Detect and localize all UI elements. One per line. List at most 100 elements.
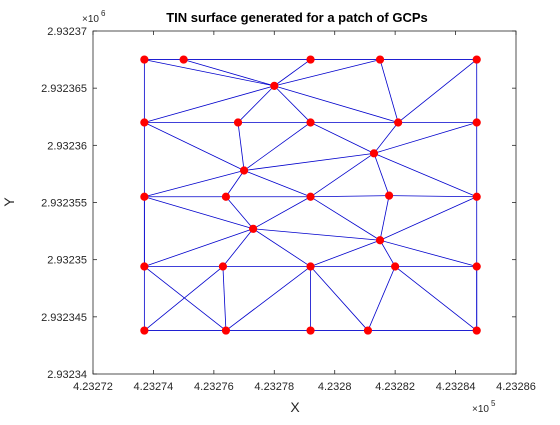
gcp-point — [472, 262, 481, 271]
tin-edge — [144, 196, 254, 230]
y-tick-label: 2.93236 — [47, 140, 87, 152]
x-tick-label: 4.23274 — [134, 381, 174, 393]
tin-edge — [274, 59, 311, 87]
y-tick-label: 2.93237 — [47, 26, 87, 38]
tin-edge — [310, 195, 390, 198]
y-axis-label: Y — [1, 197, 17, 207]
tin-edge — [274, 59, 381, 87]
tin-edge — [310, 196, 381, 241]
x-axis-label: X — [290, 399, 300, 415]
gcp-point — [375, 55, 385, 64]
tin-edge — [389, 195, 477, 198]
gcp-point — [375, 236, 385, 245]
tin-edge — [252, 228, 311, 267]
tin-edges — [143, 59, 478, 331]
y-tick-label: 2.932345 — [41, 312, 87, 324]
tin-edge — [394, 266, 477, 331]
gcp-point — [221, 192, 231, 201]
tin-edge — [310, 153, 375, 198]
tin-edge — [379, 196, 477, 241]
y-axis-ticks: 2.93234 2.932345 2.93235 2.932355 2.93236 2.9… — [41, 26, 516, 381]
tin-edge — [253, 228, 381, 241]
chart-title: TIN surface generated for a patch of GCP… — [166, 10, 428, 25]
gcp-point — [369, 149, 379, 158]
gcp-point — [472, 55, 481, 64]
gcp-point — [249, 224, 258, 233]
gcp-point — [218, 262, 228, 271]
gcp-point — [306, 192, 315, 201]
x-tick-label: 4.2328 — [318, 381, 352, 393]
tin-edge — [222, 228, 254, 267]
tin-edge — [310, 266, 369, 331]
gcp-point — [472, 326, 481, 335]
tin-edge — [237, 122, 245, 171]
gcp-point — [363, 326, 373, 335]
gcp-point — [385, 191, 394, 200]
tin-edge — [397, 59, 477, 123]
tin-edge — [144, 170, 245, 198]
gcp-point — [239, 166, 249, 175]
tin-edge — [310, 239, 381, 267]
gcp-point — [270, 81, 279, 90]
tin-edge — [373, 152, 477, 198]
x-tick-label: 4.23286 — [496, 381, 536, 393]
tin-edge — [144, 266, 224, 331]
tin-edge — [244, 152, 375, 171]
x-exponent-base: ×10 — [472, 404, 489, 415]
x-tick-label: 4.23278 — [254, 381, 294, 393]
gcp-point — [472, 118, 481, 127]
gcp-point — [306, 118, 315, 127]
tin-edge — [274, 85, 399, 123]
tin-edge — [379, 195, 390, 241]
tin-edge — [379, 59, 399, 123]
x-tick-label: 4.23282 — [375, 381, 415, 393]
y-exponent-label: ×10 6 — [82, 9, 106, 25]
tin-edge — [367, 266, 396, 331]
tin-edge — [379, 240, 396, 267]
gcp-point — [391, 262, 400, 271]
tin-edge — [225, 170, 245, 198]
gcp-point — [179, 55, 188, 64]
gcp-point — [306, 262, 315, 271]
tin-edge — [222, 266, 227, 331]
gcp-point — [472, 192, 481, 201]
x-tick-label: 4.23272 — [73, 381, 113, 393]
y-tick-label: 2.932365 — [41, 83, 87, 95]
tin-edge — [373, 153, 390, 196]
tin-edge — [183, 59, 275, 87]
tin-edge — [144, 85, 275, 123]
tin-edge — [144, 59, 275, 87]
y-tick-label: 2.93235 — [47, 255, 87, 267]
tin-edge — [144, 228, 254, 267]
x-exponent-label: ×10 5 — [472, 399, 496, 415]
tin-edge — [243, 122, 311, 171]
x-axis-ticks: 4.23272 4.23274 4.23276 4.23278 4.2328 4.2328… — [73, 31, 536, 393]
tin-edge — [243, 170, 311, 198]
gcp-point — [306, 55, 315, 64]
gcp-point — [140, 55, 149, 64]
gcp-point — [140, 118, 149, 127]
tin-edge — [252, 196, 311, 230]
gcp-point — [233, 118, 243, 127]
tin-edge — [379, 239, 477, 267]
tin-edge — [144, 266, 227, 331]
gcp-point — [140, 262, 149, 271]
tin-edge — [237, 85, 275, 123]
tin-edge — [225, 266, 311, 331]
plot-area — [93, 31, 516, 374]
gcp-point — [221, 326, 231, 335]
x-tick-label: 4.23276 — [194, 381, 234, 393]
tin-edge — [373, 122, 477, 154]
y-exponent-base: ×10 — [82, 14, 99, 25]
y-tick-label: 2.93234 — [47, 369, 87, 381]
gcp-point — [140, 326, 149, 335]
tin-edge — [274, 85, 311, 123]
gcp-points — [140, 55, 481, 335]
tin-edge — [144, 122, 245, 171]
y-tick-label: 2.932355 — [41, 198, 87, 210]
tin-edge — [225, 196, 254, 230]
y-exponent-power: 6 — [101, 9, 106, 18]
tin-edge — [310, 122, 375, 154]
gcp-point — [394, 118, 403, 127]
